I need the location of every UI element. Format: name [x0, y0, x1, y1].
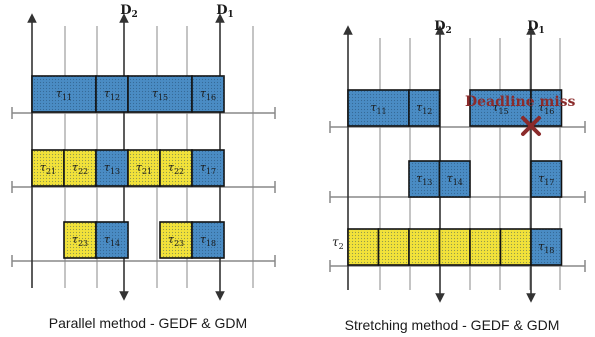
task-label: τ21: [40, 161, 56, 176]
task-block-tau-11: τ11: [347, 89, 410, 127]
task-label: τ11: [56, 87, 72, 102]
task-label: τ23: [72, 233, 88, 248]
task-block-texture: [470, 229, 501, 265]
task-label: τ22: [168, 161, 184, 176]
task-block-texture: [160, 222, 192, 258]
task-label: τ13: [104, 161, 120, 176]
task-block: [377, 228, 410, 266]
task-block-texture: [96, 76, 128, 112]
task-block-tau-21: τ21: [127, 149, 161, 187]
task-label: τ11: [370, 101, 386, 116]
deadline-label-d1: D1: [216, 3, 234, 20]
task-label: τ18: [538, 240, 554, 255]
task-block: [499, 228, 532, 266]
task-block-texture: [64, 222, 96, 258]
task-block-tau-22: τ22: [63, 149, 97, 187]
task-block-texture: [96, 222, 128, 258]
task-label: τ12: [104, 87, 120, 102]
task-label: τ15: [152, 87, 168, 102]
task-block-tau-12: τ12: [408, 89, 441, 127]
task-side-label: τ2: [332, 235, 344, 251]
task-label: τ22: [72, 161, 88, 176]
task-block-texture: [378, 229, 409, 265]
task-block-texture: [32, 76, 96, 112]
task-block: [469, 228, 502, 266]
task-block-texture: [500, 229, 531, 265]
task-label: τ12: [416, 101, 432, 116]
task-block-texture: [160, 150, 192, 186]
task-block-tau-18: τ18: [191, 221, 225, 259]
task-label: τ14: [104, 233, 120, 248]
task-block-texture: [128, 150, 160, 186]
deadline-miss-cross-icon: [521, 116, 541, 136]
task-block-texture: [192, 76, 224, 112]
task-block-tau-16: τ16: [191, 75, 225, 113]
task-block-tau-23: τ23: [159, 221, 193, 259]
task-block-texture: [409, 229, 440, 265]
task-block-texture: [531, 229, 562, 265]
task-label: τ15: [492, 101, 508, 116]
deadline-label-d2: D2: [120, 3, 138, 20]
task-block-tau-13: τ13: [408, 160, 441, 198]
deadline-label-d1: D1: [527, 19, 545, 36]
task-label: τ17: [200, 161, 216, 176]
task-block: [347, 228, 380, 266]
task-block: [438, 228, 471, 266]
task-block-texture: [128, 76, 192, 112]
task-block-tau-15: τ15: [127, 75, 193, 113]
parallel-method-panel: D2 D1 τ11 τ12 τ15 τ16 τ21 τ22 τ13 τ21 τ22 τ17 τ23 τ14…: [11, 3, 276, 331]
task-block-texture: [32, 150, 64, 186]
task-label: τ21: [136, 161, 152, 176]
task-block-tau-22: τ22: [159, 149, 193, 187]
task-block-tau-12: τ12: [95, 75, 129, 113]
task-block-tau-18: τ18: [530, 228, 563, 266]
task-block-texture: [64, 150, 96, 186]
task-block-tau-13: τ13: [95, 149, 129, 187]
task-block-texture: [439, 229, 470, 265]
task-label: τ18: [200, 233, 216, 248]
task-block-texture: [192, 222, 224, 258]
right-caption: Stretching method - GEDF & GDM: [345, 317, 560, 333]
task-block: [408, 228, 441, 266]
task-block-tau-15: τ15: [469, 89, 532, 127]
task-block-texture: [409, 161, 440, 197]
task-label: τ14: [447, 172, 463, 187]
task-label: τ16: [538, 101, 554, 116]
task-block-texture: [531, 161, 562, 197]
task-block-texture: [409, 90, 440, 126]
task-block-texture: [348, 229, 379, 265]
task-block-texture: [96, 150, 128, 186]
stretching-method-panel: D2 D1 τ11 τ12 τ15 τ16 τ13 τ14 τ17 τ18 Stretching m…: [329, 19, 586, 333]
task-label: τ23: [168, 233, 184, 248]
left-caption: Parallel method - GEDF & GDM: [49, 315, 247, 331]
task-block-tau-21: τ21: [31, 149, 65, 187]
task-block-tau-14: τ14: [95, 221, 129, 259]
task-label: τ16: [200, 87, 216, 102]
task-block-texture: [439, 161, 470, 197]
task-block-tau-14: τ14: [438, 160, 471, 198]
task-block-tau-23: τ23: [63, 221, 97, 259]
deadline-miss-label: Deadline miss: [465, 94, 576, 110]
task-block-tau-17: τ17: [530, 160, 563, 198]
task-block-tau-17: τ17: [191, 149, 225, 187]
task-block-texture: [470, 90, 531, 126]
task-block-texture: [348, 90, 409, 126]
deadline-label-d2: D2: [434, 19, 452, 36]
task-label: τ13: [416, 172, 432, 187]
task-block-texture: [192, 150, 224, 186]
task-block-tau-11: τ11: [31, 75, 97, 113]
task-label: τ17: [538, 172, 554, 187]
